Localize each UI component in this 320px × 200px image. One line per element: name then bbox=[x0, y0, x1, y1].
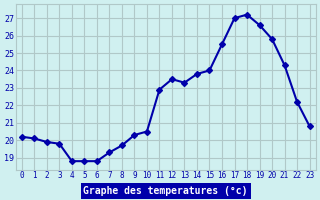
X-axis label: Graphe des temperatures (°c): Graphe des temperatures (°c) bbox=[84, 186, 248, 196]
